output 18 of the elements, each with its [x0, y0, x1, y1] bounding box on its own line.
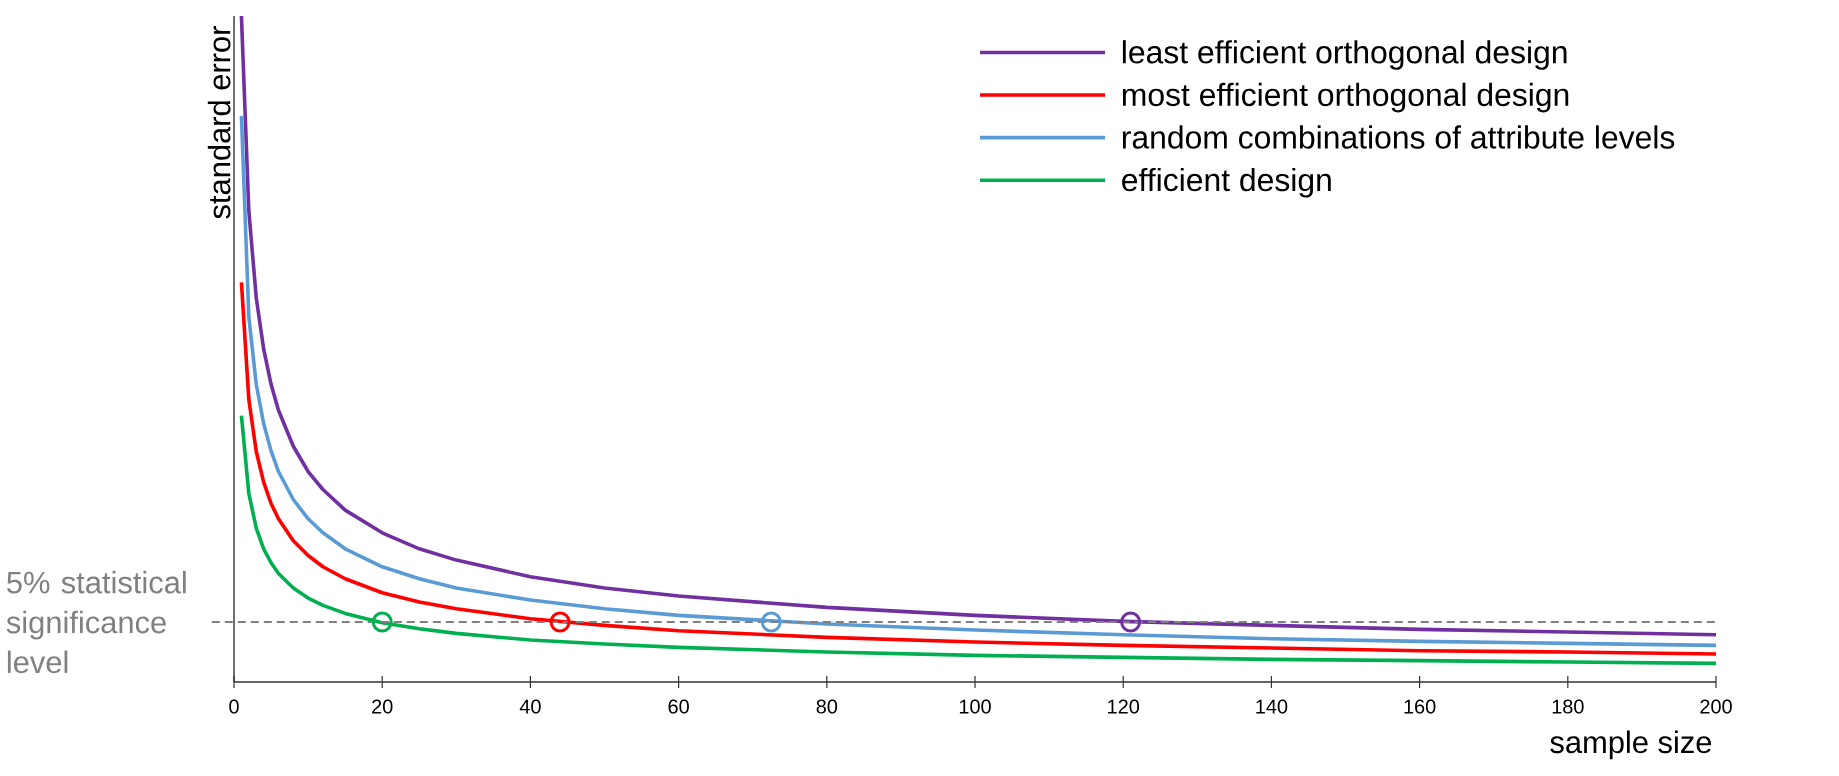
x-tick-label: 200: [1700, 699, 1732, 714]
legend-label: efficient design: [1122, 167, 1331, 198]
y-axis-title: standard error: [207, 26, 231, 219]
x-axis-title: sample size: [1550, 730, 1712, 760]
x-tick-label: 160: [1404, 699, 1436, 714]
x-tick-label: 40: [519, 699, 541, 714]
x-tick-label: 140: [1256, 699, 1288, 714]
x-tick-label: 20: [372, 699, 393, 714]
x-tick-label: 60: [668, 699, 689, 714]
x-tick-label: 80: [816, 699, 838, 714]
ref-line-label: 5% statistical significance level: [6, 570, 186, 674]
x-tick-label: 120: [1108, 699, 1140, 714]
legend-label: random combinations of attribute levels: [1122, 125, 1675, 149]
legend-label: least efficient orthogonal design: [1122, 40, 1567, 70]
x-tick-label: 180: [1552, 699, 1584, 714]
x-tick-label: 100: [959, 699, 991, 714]
legend-label: most efficient orthogonal design: [1122, 82, 1569, 113]
x-tick-label: 0: [229, 699, 239, 714]
